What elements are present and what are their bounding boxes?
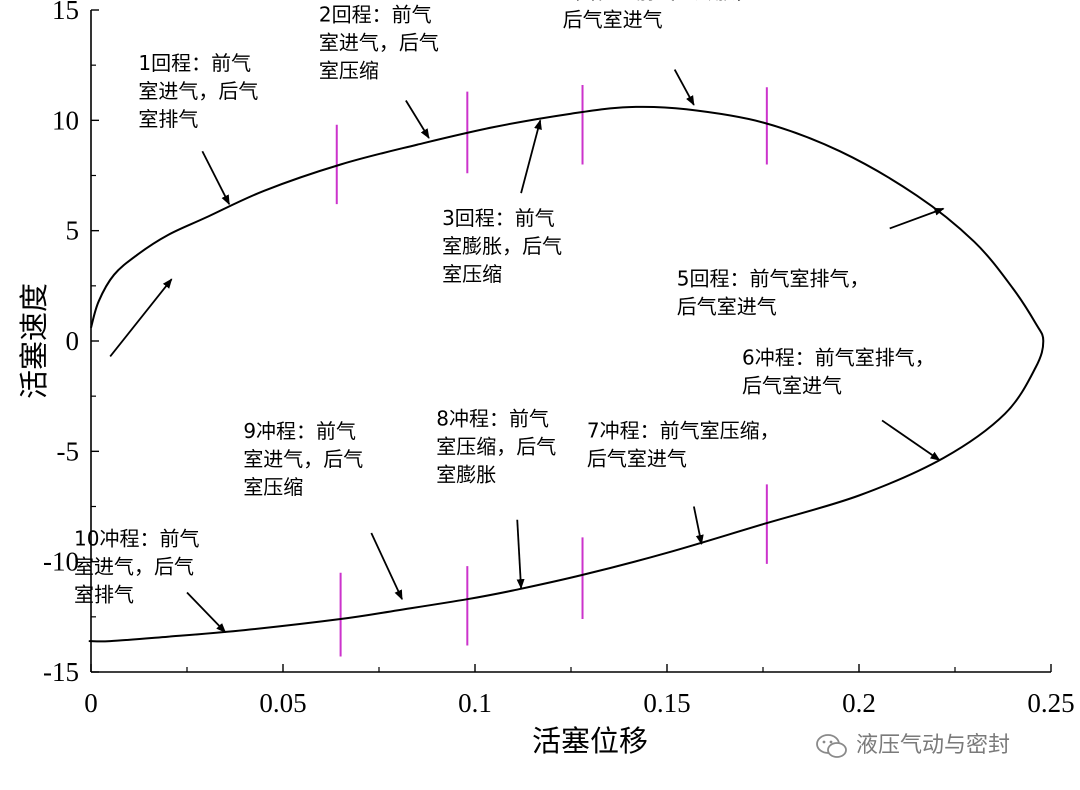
axes <box>90 10 1051 673</box>
y-tick-label: -15 <box>43 657 79 687</box>
x-tick-label: 0.1 <box>458 688 492 718</box>
annotation-arrow <box>186 591 227 633</box>
annotation-label: 5回程：前气室排气， <box>677 266 870 290</box>
y-tick-label: -10 <box>43 547 79 577</box>
annotation-label: 室进气，后气 <box>74 555 194 579</box>
y-tick-label: -5 <box>57 436 80 466</box>
y-tick-label: 0 <box>66 326 80 356</box>
annotation-arrow <box>673 69 695 106</box>
annotation-label: 1回程：前气 <box>138 51 251 75</box>
annotation-label: 10冲程：前气 <box>74 527 199 551</box>
annotation-arrow <box>370 532 403 601</box>
annotation-arrow <box>201 150 231 206</box>
annotation-label: 6冲程：前气室排气， <box>742 345 935 369</box>
annotation-label: 室膨胀 <box>436 463 496 487</box>
annotation-label: 2回程：前气 <box>319 2 432 26</box>
x-axis-title: 活塞位移 <box>532 724 648 758</box>
annotation-label: 后气室进气 <box>587 447 687 471</box>
annotation-arrow <box>520 119 542 194</box>
direction-arrow <box>109 278 173 358</box>
watermark: 液压气动与密封 <box>816 733 1010 758</box>
annotation-label: 室排气 <box>138 107 198 131</box>
annotation-arrow <box>516 519 525 590</box>
annotations: 1回程：前气室进气，后气室排气2回程：前气室进气，后气室压缩3回程：前气室膨胀，… <box>74 0 945 633</box>
annotation-label: 9冲程：前气 <box>243 419 356 443</box>
annotation-label: 7冲程：前气室压缩， <box>587 419 780 443</box>
y-tick-label: 10 <box>52 105 79 135</box>
ticks: 0 0.05 0.1 0.15 0.2 0.25 15 10 5 0 -5 -10 -15 <box>43 0 1075 718</box>
x-tick-label: 0.25 <box>1027 688 1074 718</box>
x-tick-label: 0.05 <box>259 688 306 718</box>
x-tick-label: 0 <box>84 688 98 718</box>
y-tick-label: 5 <box>66 216 80 246</box>
curve-line <box>88 105 1045 643</box>
annotation-label: 室压缩 <box>243 475 303 499</box>
annotation-arrow <box>405 100 430 139</box>
annotation-label: 后气室进气 <box>677 294 777 318</box>
annotation-label: 后气室进气 <box>742 373 842 397</box>
y-axis-title: 活塞速度 <box>17 283 51 399</box>
annotation-label: 后气室进气 <box>563 8 663 32</box>
y-tick-label: 15 <box>52 0 79 25</box>
x-tick-label: 0.15 <box>643 688 690 718</box>
watermark-text: 液压气动与密封 <box>856 733 1010 758</box>
annotation-label: 8冲程：前气 <box>436 407 549 431</box>
annotation-label: 3回程：前气 <box>442 206 555 230</box>
annotation-label: 室膨胀，后气 <box>442 234 562 258</box>
annotation-label: 室压缩 <box>319 58 379 82</box>
phase-dividers <box>335 85 768 657</box>
annotation-arrow <box>889 207 945 230</box>
annotation-label: 室进气，后气 <box>138 79 258 103</box>
annotation-label: 室压缩 <box>442 262 502 286</box>
annotation-arrow <box>692 506 704 545</box>
annotation-label: 室压缩，后气 <box>436 435 556 459</box>
annotation-label: 室排气 <box>74 583 134 607</box>
annotation-label: 室进气，后气 <box>243 447 363 471</box>
annotation-label: 室进气，后气 <box>319 30 439 54</box>
annotation-arrow <box>881 419 941 461</box>
wechat-icon <box>816 734 847 758</box>
x-tick-label: 0.2 <box>842 688 876 718</box>
phase-curve <box>88 105 1045 643</box>
